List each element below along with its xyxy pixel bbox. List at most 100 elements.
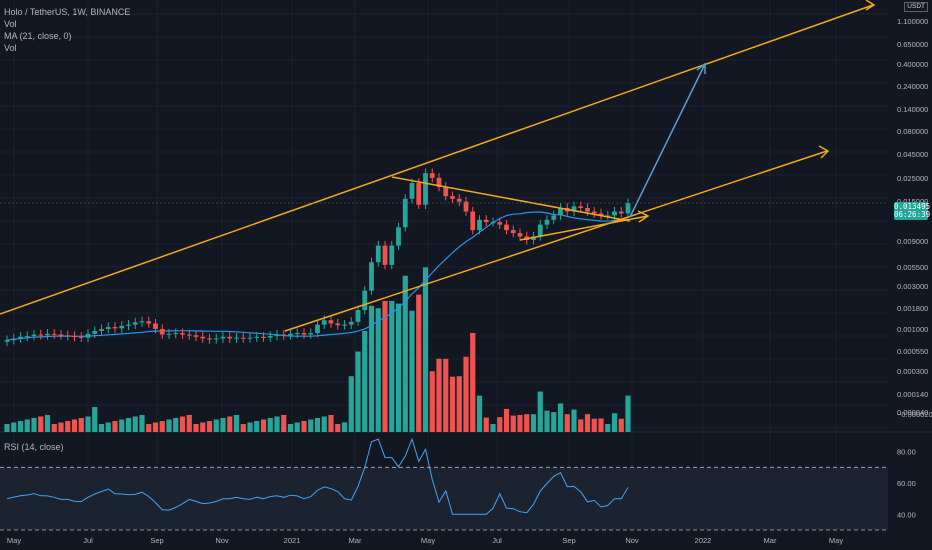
volume-bar (416, 294, 422, 432)
rsi-band (0, 467, 888, 530)
symbol-title: Holo / TetherUS, 1W, BINANCE (4, 7, 131, 17)
price-tick-label: 0.000140 (897, 390, 928, 399)
time-tick-label: Nov (215, 536, 229, 545)
volume-bar (267, 418, 273, 432)
volume-bar (476, 395, 483, 432)
volume-bar (294, 422, 300, 432)
time-tick-label: Mar (349, 536, 362, 545)
ma-legend[interactable]: MA (21, close, 0) (4, 31, 72, 41)
vol-legend[interactable]: Vol (4, 19, 17, 29)
volume-bar (125, 418, 132, 432)
candle (274, 334, 280, 337)
rsi-line (6, 437, 629, 515)
candle (45, 333, 50, 336)
candle (423, 173, 428, 205)
candle (24, 336, 30, 338)
volume-bar (551, 412, 557, 432)
volume-bar (389, 300, 395, 432)
volume-bar (193, 424, 199, 432)
volume-bar (341, 422, 348, 432)
candle (605, 215, 611, 217)
volume-bar (618, 418, 624, 432)
volume-bar (544, 410, 550, 432)
time-tick-label: 2021 (284, 536, 301, 545)
candle (436, 177, 442, 187)
candle (18, 336, 23, 339)
volume-bar (38, 416, 44, 432)
candle (220, 336, 226, 339)
candle (348, 321, 354, 325)
volume-bar (422, 267, 429, 432)
currency-tag[interactable]: USDT (904, 2, 928, 12)
candle (551, 215, 557, 220)
rsi-tick-label: 60.00 (897, 479, 916, 488)
candle (213, 338, 219, 340)
volume-bar (186, 415, 192, 432)
volume-bar (287, 424, 294, 432)
volume-bar (31, 418, 37, 432)
candle (308, 333, 314, 335)
volume-bar (436, 358, 442, 432)
volume-bar (65, 421, 71, 432)
volume-bar (4, 424, 10, 432)
candle (571, 206, 577, 212)
candle (200, 336, 206, 339)
price-tick-label: 0.005500 (897, 263, 928, 272)
volume-bar (98, 424, 105, 432)
volume-bar (490, 424, 496, 432)
candle (159, 328, 165, 335)
candle (328, 320, 334, 324)
candle (288, 333, 293, 336)
volume-bar (382, 300, 388, 432)
price-tick-label: 0.025000 (897, 174, 928, 183)
candle (180, 333, 185, 335)
candle (416, 183, 422, 205)
candle (58, 334, 64, 336)
volume-bar (301, 421, 307, 432)
price-tick-label: 0.240000 (897, 82, 928, 91)
candle (267, 336, 273, 338)
candle (544, 219, 550, 225)
ascending-support-line (519, 215, 649, 241)
candle (429, 173, 435, 178)
volume-bar (456, 376, 462, 432)
volume-bar (274, 416, 280, 432)
candle (105, 327, 111, 329)
candle (92, 330, 98, 334)
volume-bar (571, 409, 577, 432)
rsi-tick-label: 40.00 (897, 510, 916, 519)
candle (342, 324, 347, 326)
candle (227, 336, 233, 339)
descending-resistance-line (391, 176, 631, 222)
candle (375, 245, 381, 263)
candle (591, 211, 597, 214)
volume-bar (362, 330, 368, 432)
vol2-legend[interactable]: Vol (4, 43, 17, 53)
rsi-legend[interactable]: RSI (14, close) (4, 442, 64, 452)
volume-bar (132, 416, 138, 432)
volume-bar (510, 415, 516, 432)
projection-arrowhead (696, 62, 706, 74)
candle (443, 187, 449, 197)
time-tick-label: May (829, 536, 843, 545)
price-tick-label: 0.000300 (897, 367, 928, 376)
candle (558, 207, 563, 216)
volume-bar (355, 351, 361, 432)
candle (618, 211, 624, 214)
volume-bar (409, 310, 415, 432)
candle (11, 338, 17, 341)
volume-bar (402, 275, 408, 432)
time-tick-label: Nov (625, 536, 639, 545)
candle (450, 196, 455, 199)
candle (389, 245, 395, 265)
candle (240, 337, 246, 339)
volume-bar (368, 305, 375, 432)
candle (355, 310, 361, 322)
volume-bar (173, 418, 179, 432)
volume-bar (119, 419, 125, 432)
lower-channel-arrowhead (818, 145, 830, 159)
volume-bar (92, 407, 98, 432)
volume-bar (591, 418, 597, 432)
volume-bar (220, 418, 226, 432)
